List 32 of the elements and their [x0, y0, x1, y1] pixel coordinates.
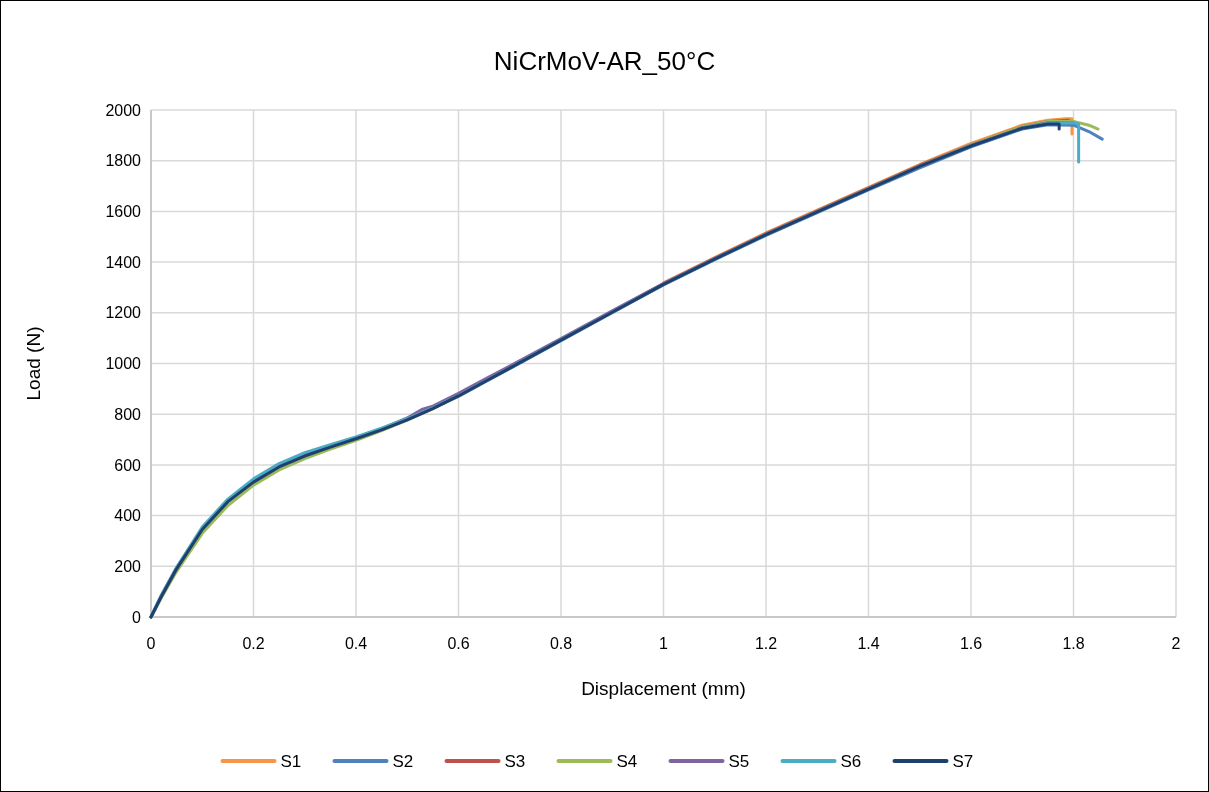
x-tick-label: 1.4 — [857, 635, 880, 652]
legend-label: S7 — [952, 751, 974, 771]
x-tick-label: 1.6 — [959, 635, 983, 652]
x-tick-label: 0.4 — [344, 635, 368, 652]
legend-label: S1 — [280, 751, 302, 771]
y-tick-label: 0 — [132, 608, 142, 626]
y-tick-label: 200 — [114, 557, 142, 575]
y-tick-label: 1000 — [105, 355, 142, 373]
x-tick-label: 0.2 — [242, 635, 265, 652]
y-tick-label: 1400 — [105, 253, 142, 271]
x-tick-label: 2 — [1171, 635, 1181, 652]
legend-label: S4 — [616, 751, 638, 771]
x-tick-label: 1.2 — [754, 635, 778, 652]
x-tick-label: 0.8 — [549, 635, 573, 652]
x-tick-label: 1 — [659, 635, 669, 652]
x-tick-label: 0.6 — [447, 635, 470, 652]
y-tick-label: 1600 — [105, 203, 142, 220]
x-tick-label: 0 — [146, 635, 156, 652]
x-axis-title: Displacement (mm) — [581, 678, 746, 699]
legend-label: S2 — [392, 751, 414, 771]
y-tick-label: 1200 — [105, 304, 142, 322]
legend-label: S3 — [504, 751, 526, 771]
chart-title: NiCrMoV-AR_50°C — [493, 46, 716, 76]
x-tick-label: 1.8 — [1062, 635, 1085, 652]
y-axis-title: Load (N) — [23, 326, 44, 401]
y-tick-label: 600 — [114, 456, 142, 474]
y-tick-label: 400 — [114, 507, 142, 525]
y-tick-label: 2000 — [105, 101, 142, 119]
legend-label: S6 — [840, 751, 862, 771]
legend-label: S5 — [728, 751, 750, 771]
y-tick-label: 1800 — [105, 152, 142, 170]
y-tick-label: 800 — [114, 405, 142, 423]
